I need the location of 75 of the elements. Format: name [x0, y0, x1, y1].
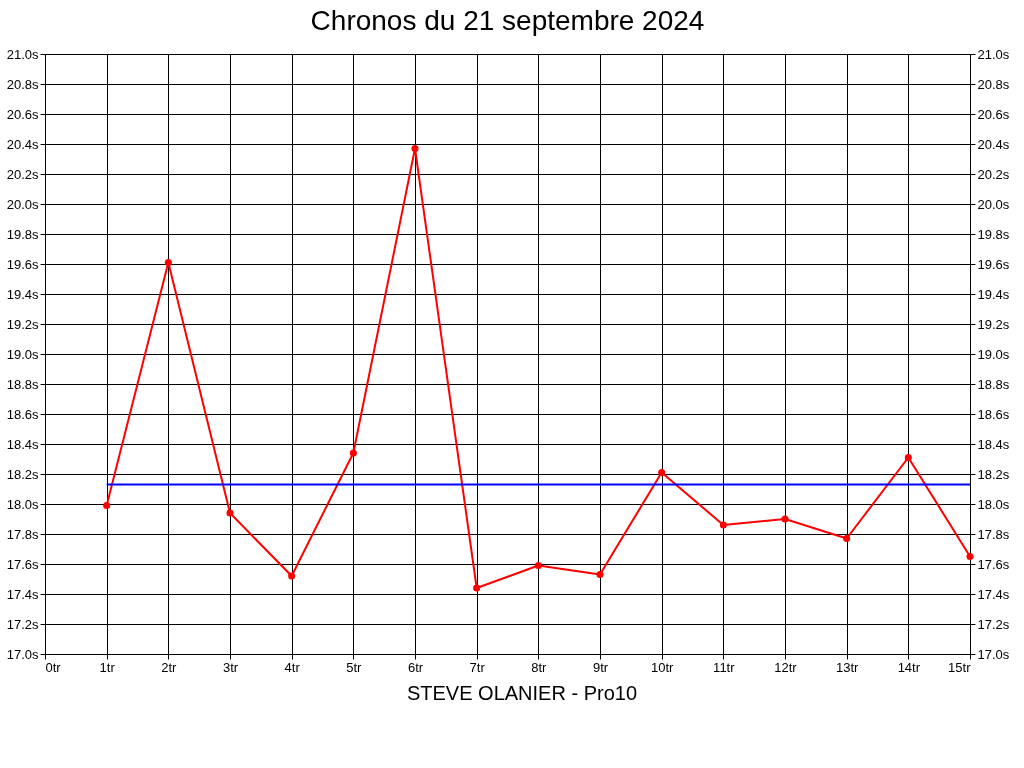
y-tick-label: 20.2s	[6, 166, 39, 182]
x-tick-label: 5tr	[346, 659, 363, 675]
y2-tick-label: 20.6s	[977, 106, 1010, 122]
y2-tick-label: 20.4s	[977, 136, 1010, 152]
y-tick-label: 17.6s	[6, 556, 39, 572]
chart-title: Chronos du 21 septembre 2024	[310, 5, 705, 36]
x-tick-label: 13tr	[835, 659, 860, 675]
y-tick-label: 17.8s	[6, 526, 39, 542]
x-tick-label: 12tr	[774, 659, 798, 675]
x-tick-label: 2tr	[161, 659, 178, 675]
point	[349, 449, 357, 457]
y-tick-label: 20.4s	[6, 136, 39, 152]
y-tick-label: 19.0s	[6, 346, 39, 362]
y2-tick-label: 17.4s	[977, 586, 1010, 602]
point	[719, 521, 727, 529]
y-tick-label: 19.6s	[6, 256, 39, 272]
y2-tick-label: 19.8s	[977, 226, 1010, 242]
y-tick-label: 19.8s	[6, 226, 39, 242]
y-tick-label: 19.2s	[6, 316, 39, 332]
y-tick-label: 18.6s	[6, 406, 39, 422]
point	[411, 144, 419, 153]
y2-tick-label: 19.6s	[977, 256, 1010, 272]
x-tick-label: 14tr	[897, 659, 921, 675]
y-tick-label: 18.0s	[6, 496, 39, 512]
point	[534, 561, 542, 570]
point	[226, 509, 234, 517]
x-tick-label: 9tr	[592, 659, 609, 675]
y2-tick-label: 19.2s	[977, 316, 1010, 332]
y-tick-label: 20.6s	[6, 106, 39, 122]
point	[904, 453, 912, 462]
y-tick-label: 20.8s	[6, 76, 39, 92]
y2-tick-label: 20.8s	[977, 76, 1010, 92]
text: STEVE OLANIER - Pro10	[405, 682, 639, 705]
y2-tick-label: 18.8s	[977, 376, 1010, 392]
x-tick-label: 15tr	[948, 659, 972, 675]
x-tick-label: 1tr	[99, 659, 116, 675]
y-tick-label: 21.0s	[6, 46, 39, 62]
point	[781, 515, 789, 523]
y-tick-label: 20.0s	[6, 196, 39, 212]
y-tick-label: 19.4s	[6, 286, 39, 302]
x-tick-label: 0tr	[45, 659, 62, 675]
y2-tick-label: 21.0s	[977, 46, 1010, 62]
y2-tick-label: 18.4s	[977, 436, 1010, 452]
point	[596, 570, 604, 579]
y2-tick-label: 17.6s	[977, 556, 1010, 572]
x-tick-label: 7tr	[469, 659, 486, 675]
point	[288, 572, 296, 580]
x-tick-label: 8tr	[531, 659, 548, 675]
x-tick-label: 3tr	[222, 659, 239, 675]
y2-tick-label: 20.0s	[977, 196, 1010, 212]
y2-tick-label: 18.2s	[977, 466, 1010, 482]
y2-tick-label: 18.0s	[977, 496, 1010, 512]
x-tick-label: 4tr	[284, 659, 301, 675]
point	[658, 468, 666, 477]
x-tick-label: 11tr	[713, 659, 736, 675]
y-tick-label: 17.2s	[6, 616, 39, 632]
y2-tick-label: 18.6s	[977, 406, 1010, 422]
point	[103, 501, 111, 510]
y2-tick-label: 17.2s	[977, 616, 1010, 632]
y-tick-label: 17.0s	[6, 646, 39, 662]
x-tick-label: 6tr	[407, 659, 424, 675]
y2-tick-label: 17.0s	[977, 646, 1010, 662]
y-tick-label: 18.2s	[6, 466, 39, 482]
y2-tick-label: 19.4s	[977, 286, 1010, 302]
point	[473, 584, 481, 592]
point	[843, 534, 851, 543]
y2-tick-label: 19.0s	[977, 346, 1010, 362]
point	[164, 258, 172, 267]
y2-tick-label: 20.2s	[977, 166, 1010, 182]
y2-tick-label: 17.8s	[977, 526, 1010, 542]
point	[966, 552, 974, 561]
y-tick-label: 18.8s	[6, 376, 39, 392]
y-tick-label: 17.4s	[6, 586, 39, 602]
y-tick-label: 18.4s	[6, 436, 39, 452]
x-tick-label: 10tr	[650, 659, 675, 675]
